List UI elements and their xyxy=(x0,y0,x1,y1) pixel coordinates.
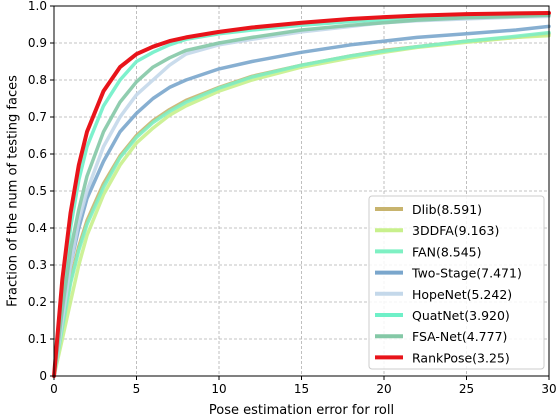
x-tick-label: 30 xyxy=(541,382,556,396)
y-tick-label: 0.8 xyxy=(28,73,47,87)
series-line-3 xyxy=(52,24,551,378)
y-tick-label: 0.5 xyxy=(28,184,47,198)
legend-entry-label: RankPose(3.25) xyxy=(412,350,510,365)
series-group xyxy=(52,11,551,378)
x-tick-label: 5 xyxy=(133,382,141,396)
legend-entry-label: 3DDFA(9.163) xyxy=(412,223,499,238)
x-tick-label: 15 xyxy=(294,382,309,396)
x-tick-label: 10 xyxy=(211,382,226,396)
x-tick-label: 20 xyxy=(376,382,391,396)
x-tick-label: 25 xyxy=(459,382,474,396)
y-tick-label: 0.1 xyxy=(28,332,47,346)
series-line-5 xyxy=(52,13,551,378)
legend-box xyxy=(368,195,545,370)
legend-entry-label: Dlib(8.591) xyxy=(412,202,482,217)
legend-entry-label: FAN(8.545) xyxy=(412,244,481,259)
y-tick-label: 0 xyxy=(39,369,47,383)
legend-entry-label: HopeNet(5.242) xyxy=(412,287,512,302)
x-tick-label: 0 xyxy=(50,382,58,396)
legend-entry-label: Two-Stage(7.471) xyxy=(411,266,522,281)
y-tick-label: 0.9 xyxy=(28,36,47,50)
y-tick-label: 1.0 xyxy=(28,0,47,13)
series-line-2 xyxy=(52,30,551,378)
y-tick-label: 0.4 xyxy=(28,221,47,235)
y-axis-label: Fraction of the num of testing faces xyxy=(6,75,21,307)
series-line-6 xyxy=(52,13,551,378)
legend-entry-label: QuatNet(3.920) xyxy=(412,308,510,323)
y-tick-label: 0.6 xyxy=(28,147,47,161)
y-tick-label: 0.7 xyxy=(28,110,47,124)
legend: Dlib(8.591) 3DDFA(9.163) FAN(8.545) Two-Sta… xyxy=(368,195,545,370)
x-axis-label: Pose estimation error for roll xyxy=(209,403,394,418)
axis-ticks: 0 5 10 15 20 25 30 0 0.1 0.2 0.3 0.4 0.5 0.6 0.7 0.8 0.9… xyxy=(28,0,557,396)
y-tick-label: 0.3 xyxy=(28,258,47,272)
y-tick-label: 0.2 xyxy=(28,295,47,309)
legend-entry-label: FSA-Net(4.777) xyxy=(412,329,507,344)
series-line-7 xyxy=(52,11,551,378)
